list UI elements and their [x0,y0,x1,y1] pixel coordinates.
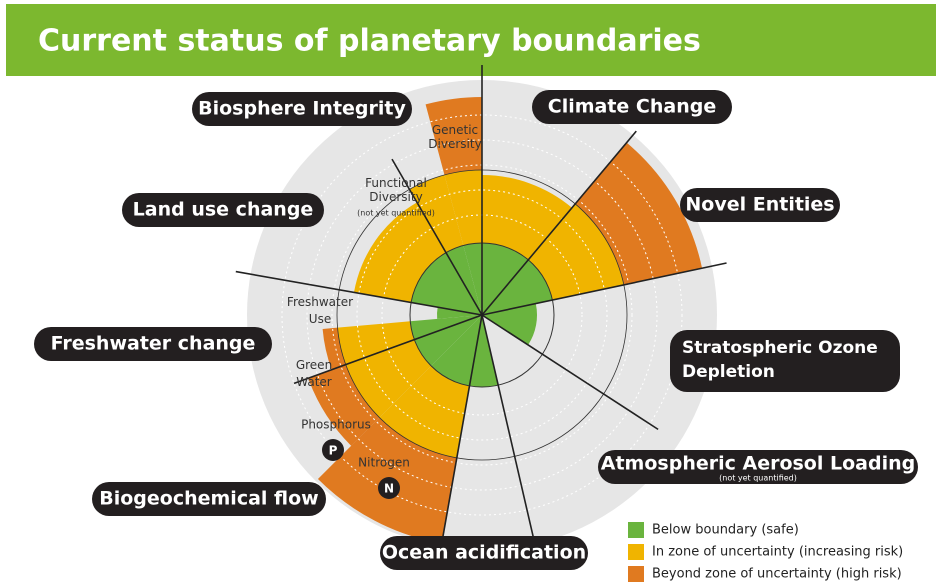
label-pill [532,90,732,124]
header-bar [6,4,936,76]
boundary-label: Stratospheric Ozone Depletion [682,338,878,382]
element-letter: N [384,482,394,496]
label-pill [670,330,900,392]
legend-swatch [628,522,644,538]
ring [306,139,658,491]
label-pill [92,482,326,516]
wedge [469,315,499,387]
wedge [482,175,572,260]
wheel [235,65,727,550]
divider [481,314,659,431]
legend-label: In zone of uncertainty (increasing risk) [652,545,903,560]
wedge [444,170,482,246]
boundary-label: Climate Change [548,96,716,118]
wedge [409,174,464,253]
divider [235,270,483,316]
boundary-label: Novel Entities [685,194,834,216]
ring [356,189,608,441]
legend-swatch [628,544,644,560]
wedge [482,303,537,345]
legend-swatch [628,566,644,582]
divider [440,314,483,547]
label-pill [122,193,324,227]
legend-label: Beyond zone of uncertainty (high risk) [652,567,902,582]
wedge [446,245,482,315]
label-pill [598,450,918,484]
sub-label: Freshwater Use [287,295,353,326]
label-pill [680,188,840,222]
boundary-label: Biosphere Integrity [198,98,406,120]
label-pill [34,327,272,361]
wedge [425,97,482,175]
divider [481,262,727,316]
divider [391,158,483,316]
boundary-label: Land use change [133,199,314,221]
wedge [337,321,415,365]
sub-label: Phosphorus [301,418,371,432]
wedge [411,252,482,315]
legend-label: Below boundary (safe) [652,523,799,538]
ring [281,114,683,516]
wedge [482,243,529,315]
wedge [528,203,624,301]
boundary-note: (not yet quantified) [719,474,797,483]
wedge [414,315,482,366]
wedge [575,142,703,285]
label-pill [380,536,588,570]
boundary-label: Freshwater change [51,333,256,355]
sub-label: Green Water [296,358,332,389]
sub-note: (not yet quantified) [357,209,435,218]
wedge [322,327,346,370]
element-badge [322,439,344,461]
sub-label: Genetic Diversity [428,123,481,151]
wedge [431,315,482,386]
wedge [437,307,482,319]
wedge [463,243,482,315]
divider [481,130,637,316]
sub-label: Nitrogen [358,456,410,470]
sub-label: Functional Diversity [365,176,427,204]
wedge [308,364,380,446]
wedge [482,259,553,315]
element-badge [378,477,400,499]
labels: Biosphere Integrity Climate Change Land us… [34,90,918,582]
boundary-label: Ocean acidification [382,542,586,564]
element-letter: P [329,444,338,458]
boundary-label: Atmospheric Aerosol Loading [601,453,915,475]
wedge [345,339,432,418]
divider [481,314,535,540]
title: Current status of planetary boundaries [38,24,701,59]
label-pill [192,92,412,126]
divider [293,314,483,385]
wedge [353,202,446,303]
boundary-label: Biogeochemical flow [99,488,318,510]
